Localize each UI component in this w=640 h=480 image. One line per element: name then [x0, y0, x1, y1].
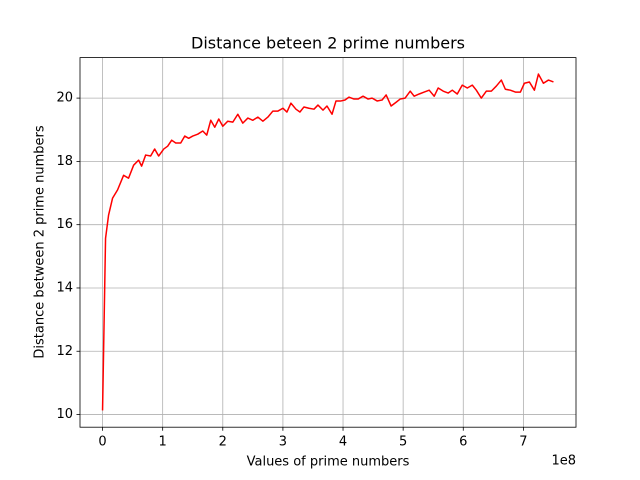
y-tick-label: 18 — [56, 154, 73, 169]
plot-frame — [79, 57, 577, 428]
y-tick-label: 16 — [56, 217, 73, 232]
x-tick-label: 2 — [219, 435, 227, 450]
x-tick-label: 0 — [98, 435, 106, 450]
x-offset-label: 1e8 — [551, 454, 576, 469]
x-tick-label: 3 — [279, 435, 287, 450]
y-tick-label: 20 — [56, 91, 73, 106]
data-line — [101, 73, 554, 411]
x-tick-label: 1 — [159, 435, 167, 450]
x-tick-label: 6 — [459, 435, 467, 450]
y-tick-label: 14 — [56, 280, 73, 295]
y-axis-label: Distance between 2 prime numbers — [33, 125, 48, 358]
chart-title: Distance beteen 2 prime numbers — [191, 34, 465, 53]
x-tick-label: 4 — [339, 435, 347, 450]
x-tick-label: 5 — [399, 435, 407, 450]
y-tick-label: 12 — [56, 344, 73, 359]
x-axis-label: Values of prime numbers — [247, 455, 410, 470]
x-tick-label: 7 — [519, 435, 527, 450]
y-tick-label: 10 — [56, 407, 73, 422]
